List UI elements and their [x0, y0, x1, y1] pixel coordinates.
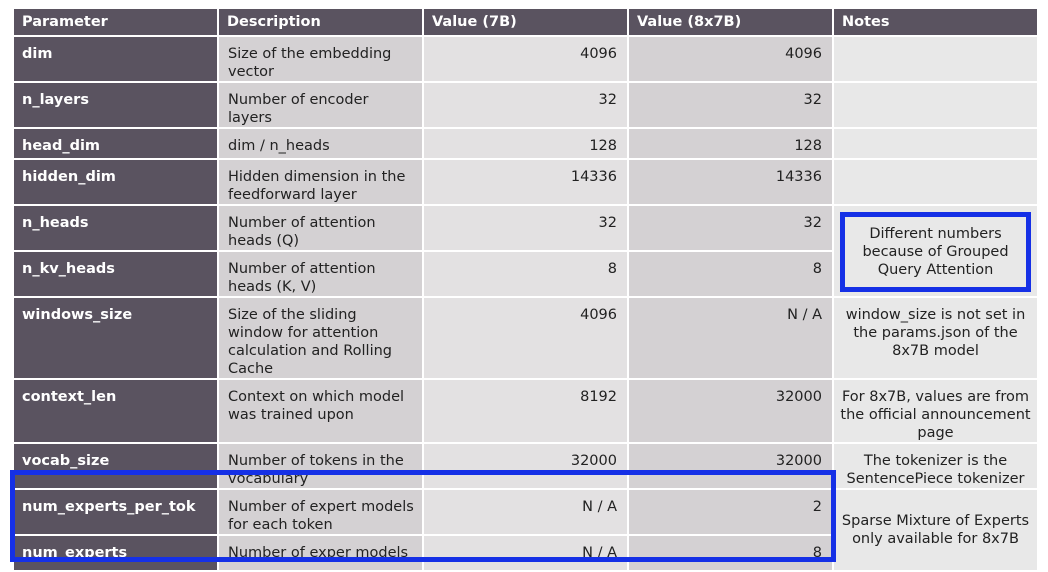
parameters-table: Parameter Description Value (7B) Value (…	[12, 7, 1039, 572]
description-cell: Number of exper models	[219, 536, 422, 570]
param-cell: context_len	[14, 380, 217, 442]
value-7b-cell: 128	[424, 129, 627, 158]
notes-cell-gqa: Different numbers because of Grouped Que…	[834, 206, 1037, 296]
value-7b-cell: 4096	[424, 298, 627, 378]
param-cell: n_layers	[14, 83, 217, 127]
parameters-table-container: Parameter Description Value (7B) Value (…	[12, 7, 1039, 572]
table-row: windows_size Size of the sliding window …	[14, 298, 1037, 378]
param-cell: vocab_size	[14, 444, 217, 488]
notes-cell	[834, 160, 1037, 204]
notes-cell-context: For 8x7B, values are from the official a…	[834, 380, 1037, 442]
value-7b-cell: 4096	[424, 37, 627, 81]
gqa-note-box: Different numbers because of Grouped Que…	[840, 212, 1031, 292]
table-header-row: Parameter Description Value (7B) Value (…	[14, 9, 1037, 35]
param-cell: windows_size	[14, 298, 217, 378]
value-8x7b-cell: 32	[629, 206, 832, 250]
param-cell: head_dim	[14, 129, 217, 158]
param-cell: n_heads	[14, 206, 217, 250]
value-8x7b-cell: 32	[629, 83, 832, 127]
table-row: n_layers Number of encoder layers 32 32	[14, 83, 1037, 127]
value-7b-cell: N / A	[424, 490, 627, 534]
value-8x7b-cell: N / A	[629, 298, 832, 378]
header-value-7b: Value (7B)	[424, 9, 627, 35]
description-cell: Context on which model was trained upon	[219, 380, 422, 442]
header-notes: Notes	[834, 9, 1037, 35]
value-8x7b-cell: 32000	[629, 380, 832, 442]
notes-cell-window: window_size is not set in the params.jso…	[834, 298, 1037, 378]
table-row: num_experts_per_tok Number of expert mod…	[14, 490, 1037, 570]
value-7b-cell: 32	[424, 206, 627, 250]
value-8x7b-cell: 128	[629, 129, 832, 158]
value-8x7b-cell: 2	[629, 490, 832, 534]
table-row: dim Size of the embedding vector 4096 40…	[14, 37, 1037, 81]
header-parameter: Parameter	[14, 9, 217, 35]
description-cell: Size of the embedding vector	[219, 37, 422, 81]
value-7b-cell: N / A	[424, 536, 627, 570]
description-cell: Size of the sliding window for attention…	[219, 298, 422, 378]
value-8x7b-cell: 32000	[629, 444, 832, 488]
description-cell: Number of tokens in the vocabulary	[219, 444, 422, 488]
header-value-8x7b: Value (8x7B)	[629, 9, 832, 35]
description-cell: Number of expert models for each token	[219, 490, 422, 534]
param-cell: hidden_dim	[14, 160, 217, 204]
value-8x7b-cell: 8	[629, 536, 832, 570]
notes-cell	[834, 129, 1037, 158]
table-row: n_heads Number of attention heads (Q) 32…	[14, 206, 1037, 296]
description-cell: Number of encoder layers	[219, 83, 422, 127]
description-cell: Number of attention heads (Q)	[219, 206, 422, 250]
param-cell: dim	[14, 37, 217, 81]
table-row: vocab_size Number of tokens in the vocab…	[14, 444, 1037, 488]
notes-cell	[834, 83, 1037, 127]
description-cell: Number of attention heads (K, V)	[219, 252, 422, 296]
header-description: Description	[219, 9, 422, 35]
table-row: head_dim dim / n_heads 128 128	[14, 129, 1037, 158]
param-cell: num_experts	[14, 536, 217, 570]
value-8x7b-cell: 4096	[629, 37, 832, 81]
notes-cell-vocab: The tokenizer is the SentencePiece token…	[834, 444, 1037, 488]
table-row: context_len Context on which model was t…	[14, 380, 1037, 442]
value-7b-cell: 32	[424, 83, 627, 127]
notes-cell	[834, 37, 1037, 81]
param-cell: n_kv_heads	[14, 252, 217, 296]
value-7b-cell: 8	[424, 252, 627, 296]
value-7b-cell: 32000	[424, 444, 627, 488]
value-8x7b-cell: 14336	[629, 160, 832, 204]
description-cell: Hidden dimension in the feedforward laye…	[219, 160, 422, 204]
description-cell: dim / n_heads	[219, 129, 422, 158]
notes-cell-moe: Sparse Mixture of Experts only available…	[834, 490, 1037, 570]
table-row: n_kv_heads Number of attention heads (K,…	[14, 252, 1037, 296]
value-8x7b-cell: 8	[629, 252, 832, 296]
value-7b-cell: 8192	[424, 380, 627, 442]
value-7b-cell: 14336	[424, 160, 627, 204]
table-row: hidden_dim Hidden dimension in the feedf…	[14, 160, 1037, 204]
param-cell: num_experts_per_tok	[14, 490, 217, 534]
